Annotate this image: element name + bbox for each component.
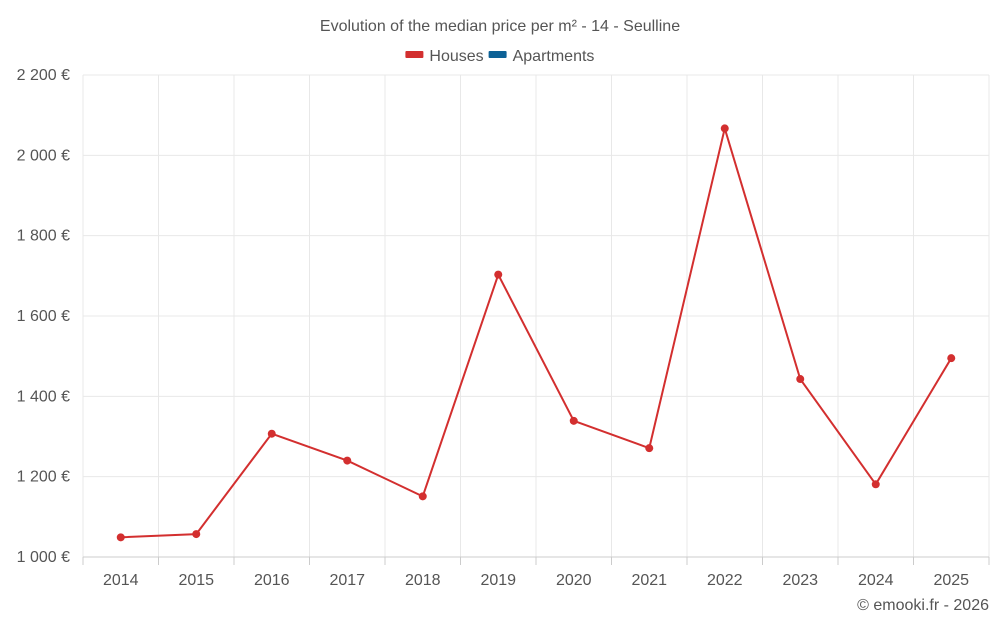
data-point[interactable] bbox=[116, 533, 125, 542]
data-point[interactable] bbox=[192, 530, 201, 539]
grid bbox=[82, 74, 990, 557]
x-tick-label: 2019 bbox=[480, 572, 516, 589]
data-point[interactable] bbox=[418, 492, 427, 501]
data-point[interactable] bbox=[871, 480, 880, 489]
x-tick-label: 2017 bbox=[329, 572, 365, 589]
data-point[interactable] bbox=[569, 416, 578, 425]
legend-item-apartments[interactable]: Apartments bbox=[488, 48, 595, 65]
x-tick-label: 2018 bbox=[405, 572, 441, 589]
x-tick-label: 2023 bbox=[782, 572, 818, 589]
x-tick-label: 2014 bbox=[103, 572, 139, 589]
data-point[interactable] bbox=[645, 444, 654, 453]
x-tick-label: 2015 bbox=[178, 572, 214, 589]
x-tick-label: 2024 bbox=[858, 572, 894, 589]
data-point[interactable] bbox=[494, 270, 503, 279]
x-tick-label: 2021 bbox=[631, 572, 667, 589]
legend-item-houses[interactable]: Houses bbox=[405, 48, 484, 65]
y-tick-label: 1 800 € bbox=[17, 228, 70, 245]
series-layer bbox=[116, 124, 956, 542]
chart-title: Evolution of the median price per m² - 1… bbox=[320, 18, 680, 35]
x-tick-label: 2025 bbox=[933, 572, 969, 589]
y-tick-label: 1 400 € bbox=[17, 388, 70, 405]
data-point[interactable] bbox=[796, 375, 805, 384]
series-line-houses bbox=[120, 124, 953, 539]
credit-text[interactable]: © emooki.fr - 2026 bbox=[857, 597, 989, 614]
legend-swatch bbox=[488, 51, 507, 58]
y-tick-label: 1 200 € bbox=[17, 469, 70, 486]
legend: Houses Apartments bbox=[405, 48, 594, 65]
data-point[interactable] bbox=[720, 124, 729, 133]
y-tick-label: 2 200 € bbox=[17, 67, 70, 84]
legend-label: Houses bbox=[429, 48, 483, 65]
x-tick-label: 2016 bbox=[254, 572, 290, 589]
legend-swatch bbox=[405, 51, 424, 58]
x-tick-label: 2020 bbox=[556, 572, 592, 589]
x-tick-label: 2022 bbox=[707, 572, 743, 589]
y-tick-label: 2 000 € bbox=[17, 147, 70, 164]
axes: 1 000 € 1 200 € 1 400 € 1 600 € 1 800 € 2 000… bbox=[17, 67, 990, 589]
data-point[interactable] bbox=[343, 456, 352, 465]
data-point[interactable] bbox=[947, 354, 956, 363]
data-point[interactable] bbox=[267, 429, 276, 438]
y-tick-label: 1 600 € bbox=[17, 308, 70, 325]
legend-label: Apartments bbox=[513, 48, 595, 65]
y-tick-label: 1 000 € bbox=[17, 549, 70, 566]
